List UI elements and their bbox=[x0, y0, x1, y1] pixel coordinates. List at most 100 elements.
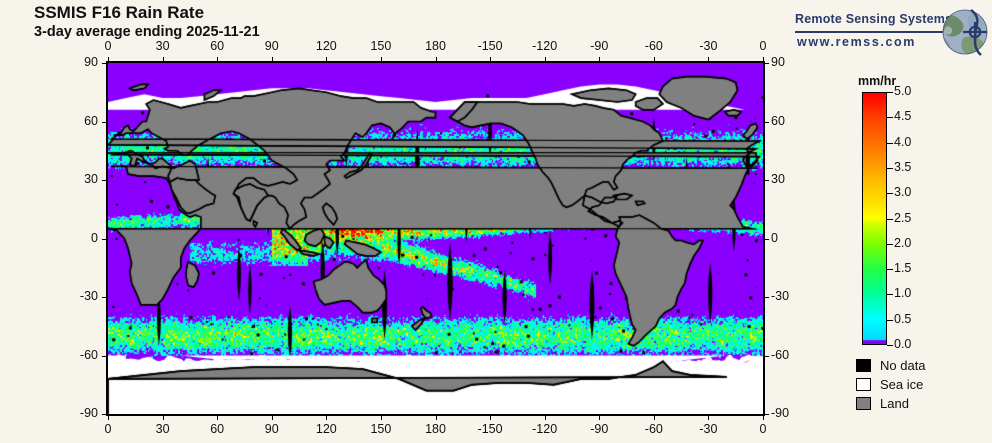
brand-divider bbox=[795, 31, 943, 33]
lat-tick-right bbox=[764, 414, 769, 415]
colorbar-tick bbox=[887, 345, 893, 346]
lat-label-right: 30 bbox=[771, 172, 785, 186]
lon-label-top: 90 bbox=[264, 39, 279, 53]
lon-tick-bottom bbox=[544, 415, 546, 420]
key-item-sea-ice: Sea ice bbox=[856, 375, 986, 394]
colorbar-tick-label: 2.0 bbox=[894, 235, 912, 250]
lon-tick-bottom bbox=[271, 415, 273, 420]
lon-label-bottom: 60 bbox=[210, 422, 225, 436]
lat-label-left: -90 bbox=[79, 406, 98, 420]
page-title: SSMIS F16 Rain Rate bbox=[34, 3, 205, 22]
lat-label-left: 90 bbox=[84, 55, 98, 69]
key-item-no-data: No data bbox=[856, 356, 986, 375]
key-label-no-data: No data bbox=[880, 358, 926, 373]
colorbar[interactable] bbox=[862, 92, 887, 345]
lon-tick-bottom bbox=[108, 415, 109, 420]
lon-label-bottom: -90 bbox=[590, 422, 609, 436]
lon-label-top: -30 bbox=[699, 39, 718, 53]
lat-label-right: -60 bbox=[771, 347, 790, 362]
colorbar-tick bbox=[887, 117, 893, 119]
lon-tick-bottom bbox=[162, 415, 164, 420]
lon-tick-top bbox=[162, 57, 164, 62]
brand-organization: Remote Sensing Systems bbox=[795, 12, 953, 26]
lat-label-left: 60 bbox=[84, 113, 98, 128]
lat-tick-right bbox=[764, 63, 769, 64]
map-canvas[interactable] bbox=[108, 63, 763, 414]
lon-tick-top bbox=[108, 57, 109, 62]
key-swatch-sea-ice bbox=[856, 378, 871, 391]
colorbar-tick-label: 4.5 bbox=[894, 109, 912, 124]
map-frame-left bbox=[106, 61, 108, 416]
lat-tick-left bbox=[102, 238, 107, 240]
map-key: No data Sea ice Land bbox=[856, 356, 986, 418]
colorbar-tick bbox=[887, 243, 893, 245]
lat-tick-right bbox=[764, 180, 769, 181]
lon-label-top: 150 bbox=[370, 39, 392, 53]
lon-tick-bottom bbox=[653, 415, 655, 420]
colorbar-tick-label: 1.0 bbox=[894, 286, 912, 301]
colorbar-unit-label: mm/hr bbox=[858, 74, 897, 88]
lon-label-top: -150 bbox=[477, 39, 503, 53]
lat-tick-right bbox=[764, 121, 769, 123]
lon-label-bottom: 0 bbox=[104, 422, 112, 436]
lon-label-bottom: 180 bbox=[425, 422, 446, 436]
lat-tick-left bbox=[102, 180, 107, 181]
lon-tick-top bbox=[326, 57, 328, 62]
lat-tick-left bbox=[102, 297, 107, 298]
lat-label-right: 90 bbox=[771, 55, 785, 69]
lon-label-top: -60 bbox=[644, 39, 663, 53]
key-label-sea-ice: Sea ice bbox=[880, 377, 924, 392]
lon-label-top: 60 bbox=[210, 39, 225, 53]
lat-label-right: -90 bbox=[771, 406, 790, 420]
lon-label-top: -90 bbox=[590, 39, 609, 53]
lon-tick-top bbox=[544, 57, 546, 62]
lon-label-bottom: 0 bbox=[759, 422, 767, 436]
colorbar-tick bbox=[887, 218, 893, 220]
lon-tick-bottom bbox=[435, 415, 437, 420]
page-subtitle: 3-day average ending 2025-11-21 bbox=[34, 24, 260, 40]
colorbar-tick-label: 0.0 bbox=[894, 337, 912, 351]
lat-label-left: 30 bbox=[84, 172, 98, 186]
lon-tick-top bbox=[763, 57, 764, 62]
lat-tick-left bbox=[102, 121, 107, 123]
globe-icon bbox=[942, 9, 988, 56]
branding: Remote Sensing Systems www.remss.com bbox=[795, 8, 992, 56]
lat-label-right: 60 bbox=[771, 113, 785, 128]
lon-tick-bottom bbox=[599, 415, 601, 420]
colorbar-tick-label: 5.0 bbox=[894, 84, 912, 98]
lon-tick-top bbox=[380, 57, 382, 62]
lon-tick-bottom bbox=[708, 415, 710, 420]
rain-rate-map[interactable] bbox=[108, 63, 763, 414]
lat-label-right: -30 bbox=[771, 289, 790, 303]
map-frame-top bbox=[108, 61, 765, 63]
lat-label-right: 0 bbox=[771, 230, 778, 245]
lon-tick-top bbox=[490, 57, 492, 62]
lon-tick-bottom bbox=[217, 415, 219, 420]
key-item-land: Land bbox=[856, 394, 986, 413]
lat-tick-left bbox=[102, 63, 107, 64]
lon-tick-top bbox=[653, 57, 655, 62]
key-swatch-land bbox=[856, 397, 871, 410]
lat-tick-left bbox=[102, 414, 107, 415]
brand-url[interactable]: www.remss.com bbox=[797, 35, 916, 49]
lon-label-top: 30 bbox=[155, 39, 170, 53]
lon-tick-bottom bbox=[380, 415, 382, 420]
lat-label-left: -30 bbox=[79, 289, 98, 303]
map-frame-bottom bbox=[108, 414, 765, 416]
colorbar-tick bbox=[887, 92, 893, 93]
lon-tick-top bbox=[271, 57, 273, 62]
colorbar-gradient bbox=[862, 92, 887, 345]
lon-tick-bottom bbox=[490, 415, 492, 420]
lon-label-top: -120 bbox=[532, 39, 558, 53]
lat-tick-right bbox=[764, 238, 769, 240]
lat-tick-left bbox=[102, 355, 107, 357]
lon-label-bottom: -120 bbox=[532, 422, 558, 436]
colorbar-tick bbox=[887, 193, 893, 195]
lat-tick-right bbox=[764, 355, 769, 357]
lon-label-top: 0 bbox=[759, 39, 767, 53]
colorbar-tick-label: 3.5 bbox=[894, 159, 912, 174]
colorbar-tick-label: 2.5 bbox=[894, 210, 912, 225]
lat-label-left: 0 bbox=[91, 230, 98, 245]
key-label-land: Land bbox=[880, 396, 909, 411]
